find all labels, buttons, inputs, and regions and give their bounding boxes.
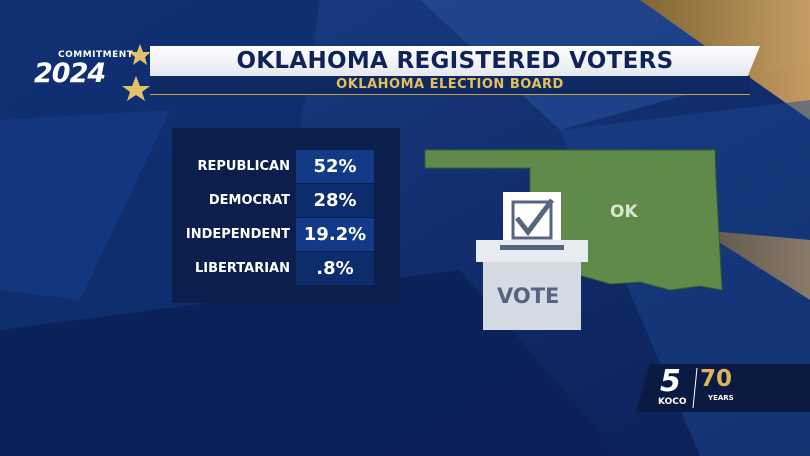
party-name: INDEPENDENT — [185, 227, 290, 242]
anniversary-label: YEARS — [708, 394, 734, 402]
party-name: REPUBLICAN — [197, 159, 291, 174]
brand-year: 2024 — [34, 58, 106, 89]
party-share: 19.2% — [296, 218, 374, 251]
station-number: 5 — [660, 364, 681, 399]
party-share: 28% — [296, 184, 374, 217]
table-row: LIBERTARIAN .8% — [172, 252, 400, 285]
table-row: DEMOCRAT 28% — [172, 184, 400, 217]
party-name: LIBERTARIAN — [194, 261, 290, 276]
party-share: 52% — [296, 150, 374, 183]
subtitle-bar — [150, 76, 750, 95]
results-table: REPUBLICAN 52% DEMOCRAT 28% INDEPENDENT 19.2%… — [172, 128, 400, 303]
table-row: REPUBLICAN 52% — [172, 150, 400, 183]
station-name: KOCO — [658, 397, 687, 407]
ballot-label: VOTE — [497, 284, 560, 308]
party-name: DEMOCRAT — [208, 193, 290, 208]
title-banner — [150, 46, 760, 76]
party-share: .8% — [296, 252, 374, 285]
subtitle: OKLAHOMA ELECTION BOARD — [336, 77, 564, 92]
anniversary-number: 70 — [700, 366, 733, 392]
table-row: INDEPENDENT 19.2% — [172, 218, 400, 251]
brand-label: COMMITMENT — [58, 50, 134, 60]
title: OKLAHOMA REGISTERED VOTERS — [236, 48, 674, 74]
map-label: OK — [610, 202, 638, 222]
